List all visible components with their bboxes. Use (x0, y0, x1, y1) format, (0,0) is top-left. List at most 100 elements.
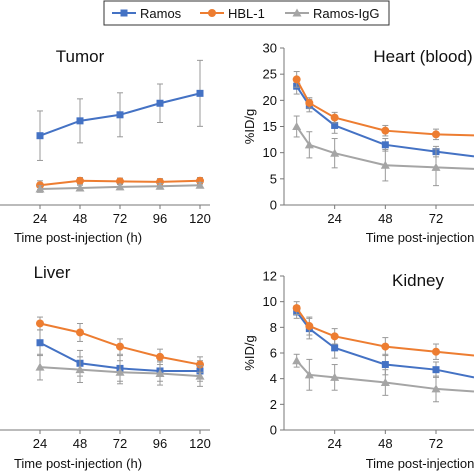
heart-blood-ramos-igg-point (380, 160, 390, 169)
heart-blood-y-tick-label: 15 (263, 119, 277, 134)
tumor-ramos-igg-point (195, 180, 205, 189)
heart-blood-x-tick-label: 24 (327, 211, 341, 226)
tumor-hbl-1-point (116, 177, 124, 186)
heart-blood-y-label: %ID/g (242, 109, 257, 144)
panel-tumor: 24 48 72 96 120 Time post-injection (h) Tumor (0, 47, 211, 245)
legend-marker-ramos-igg (292, 8, 302, 17)
legend-item-hbl1: HBL-1 (200, 6, 265, 21)
tumor-title: Tumor (56, 47, 105, 66)
heart-blood-ramos-igg-point (304, 140, 314, 149)
kidney-y-tick-label: 0 (270, 423, 277, 438)
kidney-hbl-1-series (292, 301, 474, 360)
liver-hbl-1-point (76, 328, 84, 337)
tumor-x-tick-label: 96 (153, 211, 167, 226)
kidney-ramos-point (432, 366, 440, 374)
heart-blood-hbl-1-series (292, 71, 474, 141)
liver-x-tick-label: 72 (113, 436, 127, 451)
heart-blood-ramos-igg-point (431, 162, 441, 171)
heart-blood-x-tick-label: 48 (378, 211, 392, 226)
heart-blood-hbl-1-line (295, 78, 474, 137)
kidney-y-tick-label: 6 (270, 346, 277, 361)
tumor-ramos-igg-point (155, 181, 165, 190)
heart-blood-hbl-1-point (330, 113, 339, 122)
legend-item-ramos: Ramos (112, 6, 182, 21)
heart-blood-ramos-point (381, 141, 389, 149)
kidney-y-tick-label: 8 (270, 320, 277, 335)
tumor-x-tick-label: 72 (113, 211, 127, 226)
kidney-title: Kidney (392, 271, 444, 290)
heart-blood-x-tick-label: 72 (429, 211, 443, 226)
liver-ramos-igg-point (35, 362, 45, 371)
kidney-y-label: %ID/g (242, 335, 257, 370)
tumor-ramos-point (196, 89, 204, 97)
kidney-hbl-1-point (381, 342, 390, 351)
kidney-hbl-1-point (292, 304, 301, 313)
heart-blood-y-tick-label: 0 (270, 198, 277, 213)
tumor-x-tick-label: 120 (189, 211, 211, 226)
liver-x-tick-label: 120 (189, 436, 211, 451)
heart-blood-hbl-1-point (292, 75, 301, 84)
kidney-ramos-igg-point (330, 372, 340, 381)
tumor-ramos-igg-point (35, 184, 45, 193)
kidney-y-tick-label: 12 (263, 269, 277, 284)
kidney-y-tick-label: 10 (263, 294, 277, 309)
heart-blood-hbl-1-point (432, 130, 440, 139)
liver-ramos-igg-point (115, 367, 125, 376)
liver-hbl-1-point (36, 319, 44, 328)
heart-blood-hbl-1-point (305, 98, 314, 107)
tumor-ramos-point (116, 111, 124, 119)
heart-blood-y-tick-label: 25 (263, 67, 277, 82)
panel-liver: 24 48 72 96 120 Time post-injection (h) Liver (0, 263, 211, 471)
liver-ramos-igg-point (195, 371, 205, 380)
heart-blood-y-tick-label: 5 (270, 171, 277, 186)
tumor-ramos-point (156, 99, 164, 107)
liver-hbl-1-point (156, 352, 164, 361)
liver-hbl-1-point (196, 360, 204, 369)
liver-ramos-igg-point (75, 365, 85, 374)
tumor-ramos-point (76, 117, 84, 125)
liver-ramos-igg-series (35, 353, 205, 387)
heart-blood-hbl-1-point (381, 126, 390, 135)
legend-marker-hbl1 (208, 9, 216, 17)
tumor-x-tick-label: 48 (73, 211, 87, 226)
kidney-ramos-igg-point (292, 356, 302, 365)
tumor-ramos-point (36, 132, 44, 140)
liver-hbl-1-point (116, 342, 124, 351)
tumor-x-label: Time post-injection (h) (14, 230, 142, 245)
liver-ramos-point (36, 339, 44, 347)
legend-item-ramos-igg: Ramos-IgG (285, 6, 379, 21)
heart-blood-y-tick-label: 20 (263, 93, 277, 108)
kidney-ramos-point (331, 344, 339, 352)
kidney-x-label: Time post-injection (366, 456, 474, 471)
heart-blood-ramos-igg-point (330, 148, 340, 157)
tumor-ramos-series (36, 59, 204, 161)
kidney-hbl-1-point (330, 332, 339, 341)
liver-x-tick-label: 96 (153, 436, 167, 451)
kidney-hbl-1-point (305, 322, 314, 331)
legend: Ramos HBL-1 Ramos-IgG (103, 0, 390, 26)
kidney-ramos-igg-point (304, 370, 314, 379)
liver-x-label: Time post-injection (h) (14, 456, 142, 471)
heart-blood-ramos-point (331, 121, 339, 129)
tumor-x-tick-label: 24 (33, 211, 47, 226)
liver-title: Liver (34, 263, 71, 282)
kidney-ramos-point (381, 361, 389, 369)
liver-ramos-igg-point (155, 369, 165, 378)
kidney-x-tick-label: 72 (429, 436, 443, 451)
panel-heart-blood: 0 5 10 15 20 25 30 %ID/g 24 48 72 Time post-injecti… (242, 41, 474, 245)
legend-label-hbl1: HBL-1 (228, 6, 265, 21)
legend-label-ramos-igg: Ramos-IgG (313, 6, 379, 21)
heart-blood-ramos-igg-series (292, 115, 474, 187)
kidney-x-tick-label: 24 (327, 436, 341, 451)
legend-label-ramos: Ramos (140, 6, 182, 21)
heart-blood-ramos-igg-point (292, 122, 302, 130)
kidney-y-tick-label: 2 (270, 397, 277, 412)
kidney-ramos-series (293, 305, 474, 379)
kidney-y-tick-label: 4 (270, 371, 277, 386)
heart-blood-ramos-series (293, 77, 474, 158)
kidney-ramos-igg-point (431, 384, 441, 393)
heart-blood-title: Heart (blood) (373, 47, 472, 66)
kidney-hbl-1-point (432, 347, 440, 356)
